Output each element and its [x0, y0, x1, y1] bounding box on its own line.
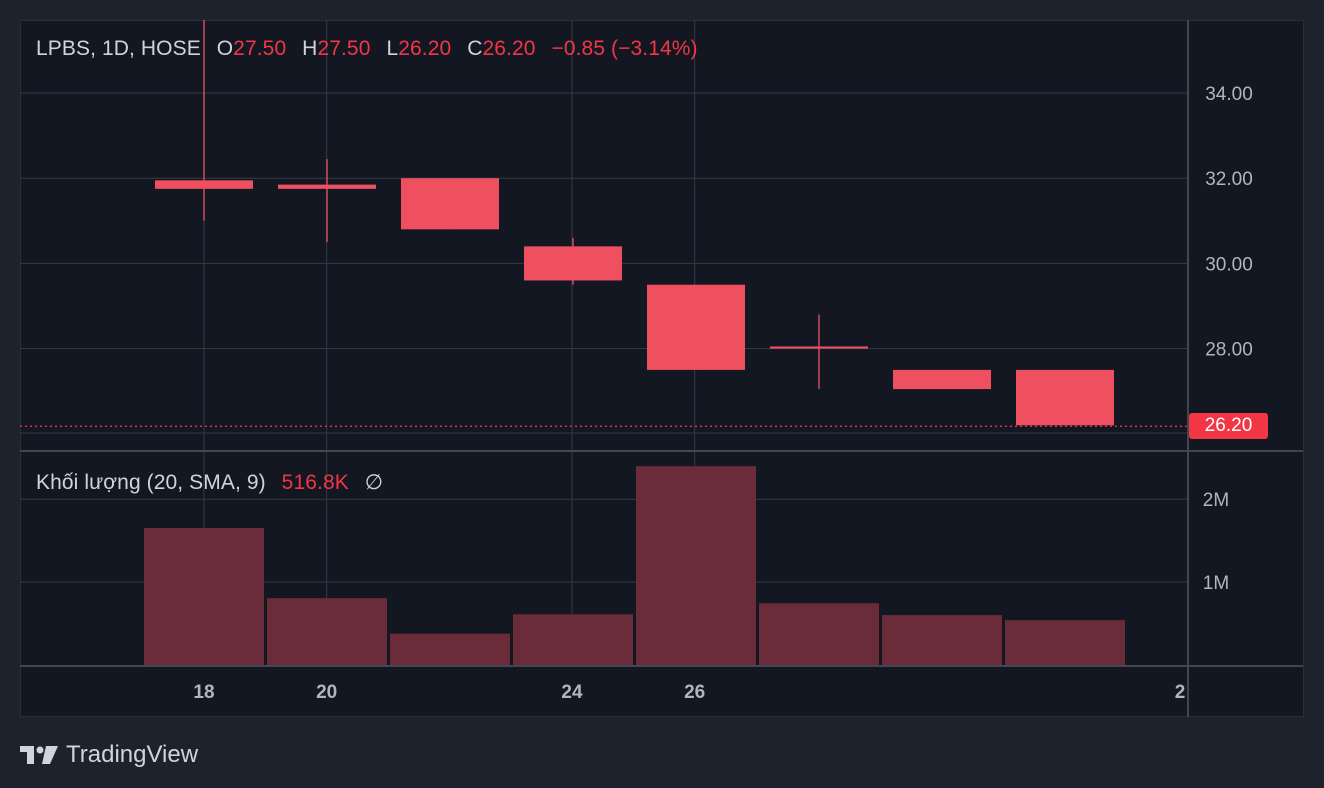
volume-bar[interactable]	[636, 466, 756, 665]
high-value: 27.50	[317, 37, 371, 60]
time-tick-label: 24	[561, 682, 583, 703]
low-value: 26.20	[398, 37, 452, 60]
high-label: H	[302, 37, 318, 60]
price-tick-label: 28.00	[1205, 340, 1253, 361]
price-tick-label: 34.00	[1205, 84, 1253, 105]
low-label: L	[386, 37, 399, 60]
candle-body[interactable]	[647, 284, 745, 370]
volume-indicator-label: Khối lượng (20, SMA, 9)	[36, 471, 266, 494]
open-label: O	[216, 37, 234, 60]
symbol-label: LPBS, 1D, HOSE	[36, 37, 201, 60]
volume-legend: Khối lượng (20, SMA, 9) 516.8K ∅	[36, 470, 383, 495]
time-tick-label: 18	[193, 682, 214, 703]
close-value: 26.20	[482, 37, 536, 60]
time-tick-label: 26	[684, 682, 705, 703]
tradingview-brand[interactable]: TradingView	[20, 740, 198, 770]
volume-bar[interactable]	[267, 598, 387, 665]
open-value: 27.50	[233, 37, 287, 60]
candle-body[interactable]	[524, 246, 622, 281]
change-value: −0.85 (−3.14%)	[551, 37, 698, 60]
volume-tick-label: 2M	[1203, 490, 1229, 511]
price-tick-label: 32.00	[1205, 169, 1253, 190]
volume-bar[interactable]	[882, 615, 1002, 665]
tradingview-logo-icon	[20, 746, 58, 764]
volume-bar[interactable]	[1005, 620, 1125, 665]
candle-body[interactable]	[893, 369, 991, 390]
last-price-badge: 26.20	[1189, 413, 1268, 439]
candle-body[interactable]	[278, 184, 376, 189]
volume-bar[interactable]	[759, 603, 879, 665]
volume-bar[interactable]	[513, 614, 633, 665]
volume-value: 516.8K	[281, 471, 349, 494]
price-legend: LPBS, 1D, HOSE O27.50 H27.50 L26.20 C26.…	[36, 37, 698, 61]
close-label: C	[467, 37, 483, 60]
time-tick-label: 2	[1175, 682, 1186, 703]
candle-body[interactable]	[1016, 369, 1114, 426]
candle-body[interactable]	[401, 178, 499, 230]
volume-bar[interactable]	[144, 527, 264, 665]
volume-tick-label: 1M	[1203, 573, 1229, 594]
volume-bar[interactable]	[390, 633, 510, 665]
candle-body[interactable]	[770, 346, 868, 349]
volume-symbol: ∅	[364, 471, 384, 494]
candle-body[interactable]	[155, 180, 253, 189]
time-tick-label: 20	[316, 682, 337, 703]
price-tick-label: 30.00	[1205, 254, 1253, 275]
brand-name: TradingView	[66, 741, 199, 768]
